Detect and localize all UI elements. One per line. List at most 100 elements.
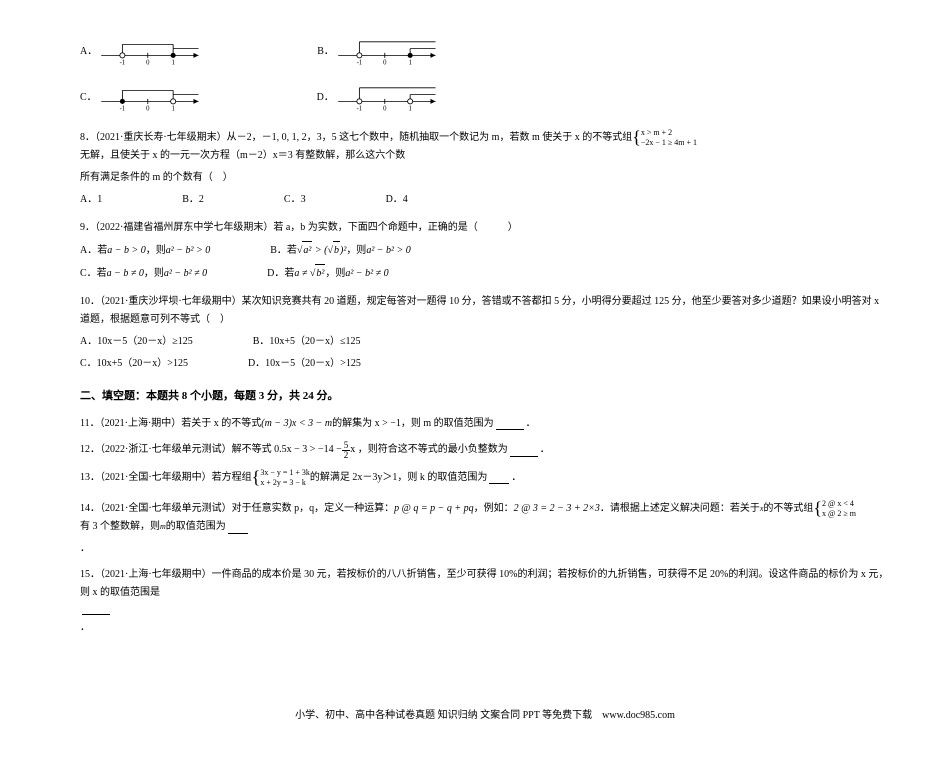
q8-sys-bot: −2x − 1 ≥ 4m + 1 xyxy=(641,138,697,148)
q10-A: A．10x－5（20－x）≥125 xyxy=(80,333,193,351)
q11-post: ． xyxy=(526,415,536,433)
q14-sys-top: 2 @ x < 4 xyxy=(822,499,856,509)
q9-row2: C．若 a − b ≠ 0 ，则 a² − b² ≠ 0 D．若 a ≠ √b²… xyxy=(80,264,890,283)
q13: 13．（2021·全国·七年级期中）若方程组 { 3x − y = 1 + 3k… xyxy=(80,468,890,487)
q7-C-label: C． xyxy=(80,89,97,107)
q14-mid5: 的取值范围为 xyxy=(166,518,226,536)
q7-opt-D: D． -1 0 1 xyxy=(317,82,444,114)
svg-text:1: 1 xyxy=(408,60,411,67)
q14-post: ． xyxy=(80,540,90,558)
q7-row2: C． -1 0 1 D． -1 0 1 xyxy=(80,82,890,114)
q13-sys-bot: x + 2y = 3 − k xyxy=(260,478,310,488)
blank-input[interactable] xyxy=(489,471,509,484)
blank-input[interactable] xyxy=(228,521,248,534)
q9-B-m2: a² − b² > 0 xyxy=(366,242,411,260)
q9-C-m1: a − b ≠ 0 xyxy=(107,265,144,283)
footer-text: 小学、初中、高中各种试卷真题 知识归纳 文案合同 PPT 等免费下载 www.d… xyxy=(295,710,675,721)
numberline-C: -1 0 1 xyxy=(97,82,207,114)
numberline-D: -1 0 1 xyxy=(334,82,444,114)
q8-stem: 8．（2021·重庆长寿·七年级期末）从－2，－1, 0, 1, 2，3，5 这… xyxy=(80,128,890,165)
q10-B: B．10x+5（20－x）≤125 xyxy=(253,333,361,351)
q9-D-m2: a² − b² ≠ 0 xyxy=(345,265,388,283)
q12: 12．（2022·浙江·七年级单元测试）解不等式 0.5x − 3 > −14 … xyxy=(80,441,890,460)
q9-A-m2: a² − b² > 0 xyxy=(166,242,211,260)
q8-stem-b: 无解，且使关于 x 的一元一次方程（m－2）x＝3 有整数解，那么这六个数 xyxy=(80,147,405,165)
q10-row2: C．10x+5（20－x）>125 D．10x－5（20－x）>125 xyxy=(80,355,890,373)
q11-mid: 的解集为 x > −1，则 m 的取值范围为 xyxy=(332,415,494,433)
svg-text:1: 1 xyxy=(171,106,174,113)
q11-pre: 11．（2021·上海·期中）若关于 x 的不等式 xyxy=(80,415,261,433)
q9-B-pre: B．若 xyxy=(270,242,297,260)
q11-m1: (m − 3)x < 3 − m xyxy=(261,415,332,433)
q8-stem-a: 8．（2021·重庆长寿·七年级期末）从－2，－1, 0, 1, 2，3，5 这… xyxy=(80,129,632,147)
q8-stem-c: 所有满足条件的 m 的个数有（ ） xyxy=(80,169,233,187)
q9-D-mid: ，则 xyxy=(325,265,345,283)
svg-text:0: 0 xyxy=(383,106,387,113)
q14-m1: p @ q = p − q + pq xyxy=(394,500,473,518)
q10-stem-text: 10．（2021·重庆沙坪坝·七年级期中）某次知识竞赛共有 20 道题，规定每答… xyxy=(80,293,890,329)
q9-C-mid: ，则 xyxy=(144,265,164,283)
q15: 15．（2021·上海·七年级期中）一件商品的成本价是 30 元，若按标价的八八… xyxy=(80,566,890,615)
q9-B-mid: ，则 xyxy=(346,242,366,260)
q9-A-pre: A．若 xyxy=(80,242,107,260)
q13-sys-top: 3x − y = 1 + 3k xyxy=(260,468,310,478)
q12-pre: 12．（2022·浙江·七年级单元测试）解不等式 0.5x − 3 > −14 … xyxy=(80,441,342,459)
q14-m2: 2 @ 3 = 2 − 3 + 2×3 xyxy=(514,500,600,518)
svg-text:1: 1 xyxy=(172,60,175,67)
q15-cont: ． xyxy=(80,619,890,637)
svg-text:-1: -1 xyxy=(120,60,126,67)
q7-B-label: B． xyxy=(317,43,334,61)
q8-A: A．1 xyxy=(80,191,102,209)
section2-heading: 二、填空题：本题共 8 个小题，每题 3 分，共 24 分。 xyxy=(80,387,890,407)
q10-D: D．10x－5（20－x）>125 xyxy=(248,355,361,373)
q9-D-pre: D．若 xyxy=(267,265,294,283)
svg-text:0: 0 xyxy=(146,106,150,113)
q8-system: x > m + 2 −2x − 1 ≥ 4m + 1 xyxy=(641,128,697,147)
q14-pre: 14．（2021·全国·七年级单元测试）对于任意实数 p，q，定义一种运算： xyxy=(80,500,394,518)
q15-pre: 15．（2021·上海·七年级期中）一件商品的成本价是 30 元，若按标价的八八… xyxy=(80,566,890,602)
q12-post: ． xyxy=(540,441,550,459)
svg-text:-1: -1 xyxy=(119,106,125,113)
svg-text:-1: -1 xyxy=(356,60,362,67)
q10-C: C．10x+5（20－x）>125 xyxy=(80,355,188,373)
q7-opt-B: B． -1 0 1 xyxy=(317,36,444,68)
svg-text:1: 1 xyxy=(408,106,411,113)
svg-text:0: 0 xyxy=(383,60,387,67)
q9-A-m1: a − b > 0 xyxy=(107,242,146,260)
q7-A-label: A． xyxy=(80,43,97,61)
q9-stem: 9．（2022·福建省福州屏东中学七年级期末）若 a，b 为实数，下面四个命题中… xyxy=(80,219,890,237)
q8-C: C．3 xyxy=(284,191,306,209)
q9-D-m1: a ≠ √b² xyxy=(294,264,325,283)
q14-mid4: 有 3 个整数解，则 xyxy=(80,518,160,536)
page-footer: 小学、初中、高中各种试卷真题 知识归纳 文案合同 PPT 等免费下载 www.d… xyxy=(80,677,890,725)
q13-pre: 13．（2021·全国·七年级期中）若方程组 xyxy=(80,469,252,487)
blank-input[interactable] xyxy=(496,417,524,430)
q7-row1: A． -1 0 1 B． -1 0 1 xyxy=(80,36,890,68)
q9-stem-text: 9．（2022·福建省福州屏东中学七年级期末）若 a，b 为实数，下面四个命题中… xyxy=(80,219,518,237)
q9-C-m2: a² − b² ≠ 0 xyxy=(164,265,207,283)
q14-cont: ． xyxy=(80,540,890,558)
q11: 11．（2021·上海·期中）若关于 x 的不等式 (m − 3)x < 3 −… xyxy=(80,415,890,433)
q12-frac-d: 2 xyxy=(342,451,351,460)
blank-input[interactable] xyxy=(82,602,110,615)
q13-post: ． xyxy=(511,469,521,487)
q14-system: 2 @ x < 4 x @ 2 ≥ m xyxy=(822,499,856,518)
q8-B: B．2 xyxy=(182,191,204,209)
q14-mid3: 的不等式组 xyxy=(763,500,813,518)
q12-mid: x ，则符合这不等式的最小负整数为 xyxy=(350,441,508,459)
q9-B-m1: √a² > (√b)² xyxy=(297,241,346,260)
q8-opts: A．1 B．2 C．3 D．4 xyxy=(80,191,890,209)
q9-A-mid: ，则 xyxy=(146,242,166,260)
q13-mid: 的解满足 2x－3y＞1，则 k 的取值范围为 xyxy=(310,469,488,487)
q7-opt-A: A． -1 0 1 xyxy=(80,36,207,68)
numberline-B: -1 0 1 xyxy=(334,36,444,68)
q13-system: 3x − y = 1 + 3k x + 2y = 3 − k xyxy=(260,468,310,487)
q8-D: D．4 xyxy=(386,191,408,209)
q15-post: ． xyxy=(80,619,90,637)
q10-stem: 10．（2021·重庆沙坪坝·七年级期中）某次知识竞赛共有 20 道题，规定每答… xyxy=(80,293,890,329)
numberline-A: -1 0 1 xyxy=(97,36,207,68)
brace-icon: { xyxy=(252,473,261,482)
blank-input[interactable] xyxy=(510,444,538,457)
svg-text:-1: -1 xyxy=(356,106,362,113)
q10-row1: A．10x－5（20－x）≥125 B．10x+5（20－x）≤125 xyxy=(80,333,890,351)
